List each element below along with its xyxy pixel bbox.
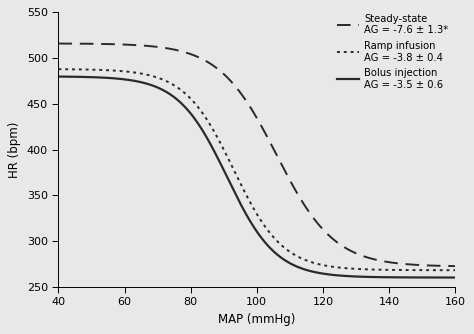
Legend: Steady-state
AG = -7.6 ± 1.3*, Ramp infusion
AG = -3.8 ± 0.4, Bolus injection
AG: Steady-state AG = -7.6 ± 1.3*, Ramp infu… <box>335 12 450 92</box>
X-axis label: MAP (mmHg): MAP (mmHg) <box>218 313 295 326</box>
Y-axis label: HR (bpm): HR (bpm) <box>9 121 21 178</box>
